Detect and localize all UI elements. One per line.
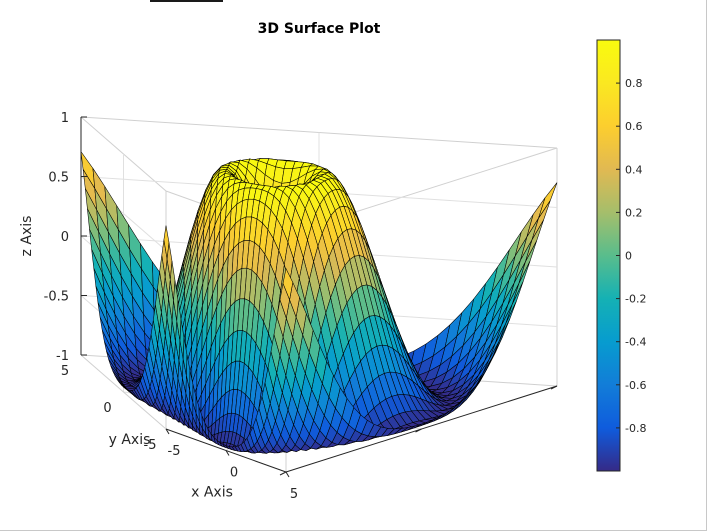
y-tick [279, 471, 287, 476]
x-tick-label: 5 [290, 487, 298, 502]
z-tick-label: -0.5 [44, 290, 69, 305]
y-tick-label: 5 [61, 364, 69, 379]
z-tick-label: 1 [61, 111, 69, 126]
z-tick-label: 0 [61, 230, 69, 245]
colorbar-tick-label: 0.6 [625, 120, 643, 133]
chart-title: 3D Surface Plot [258, 21, 381, 37]
colorbar-tick-label: 0.2 [625, 206, 643, 219]
x-tick-label: -5 [168, 444, 181, 459]
x-tick [165, 428, 170, 435]
figure-top-marker [150, 0, 223, 2]
colorbar-tick-label: -0.6 [625, 379, 646, 392]
x-tick-label: 0 [230, 466, 238, 481]
surface-mesh [80, 151, 558, 454]
colorbar: -0.8 -0.6 -0.4 -0.2 0 0.2 0.4 0.6 0.8 [596, 39, 646, 472]
x-tick [225, 450, 230, 456]
box-edge [80, 354, 167, 430]
colorbar-tick-label: -0.2 [625, 293, 646, 306]
y-tick [550, 385, 558, 390]
colorbar-tick-label: 0 [625, 250, 632, 263]
y-tick-label: -5 [144, 438, 157, 453]
colorbar-tick-label: -0.8 [625, 422, 646, 435]
surface-patch [282, 267, 294, 301]
colorbar-tick-label: 0.4 [625, 163, 643, 176]
colorbar-tick-label: -0.4 [625, 336, 646, 349]
x-axis-label: x Axis [191, 485, 233, 501]
y-tick-label: 0 [103, 401, 111, 416]
colorbar-tick-label: 0.8 [625, 77, 643, 90]
z-tick-label: -1 [56, 349, 69, 364]
y-axis-label: y Axis [109, 432, 151, 448]
x-tick [285, 471, 290, 478]
y-tick [415, 428, 422, 433]
axis-ticks: -505-505-1-0.500.51 [44, 111, 558, 502]
surface-patch [538, 182, 558, 219]
z-tick-label: 0.5 [48, 171, 69, 186]
z-axis-label: z Axis [19, 216, 35, 257]
